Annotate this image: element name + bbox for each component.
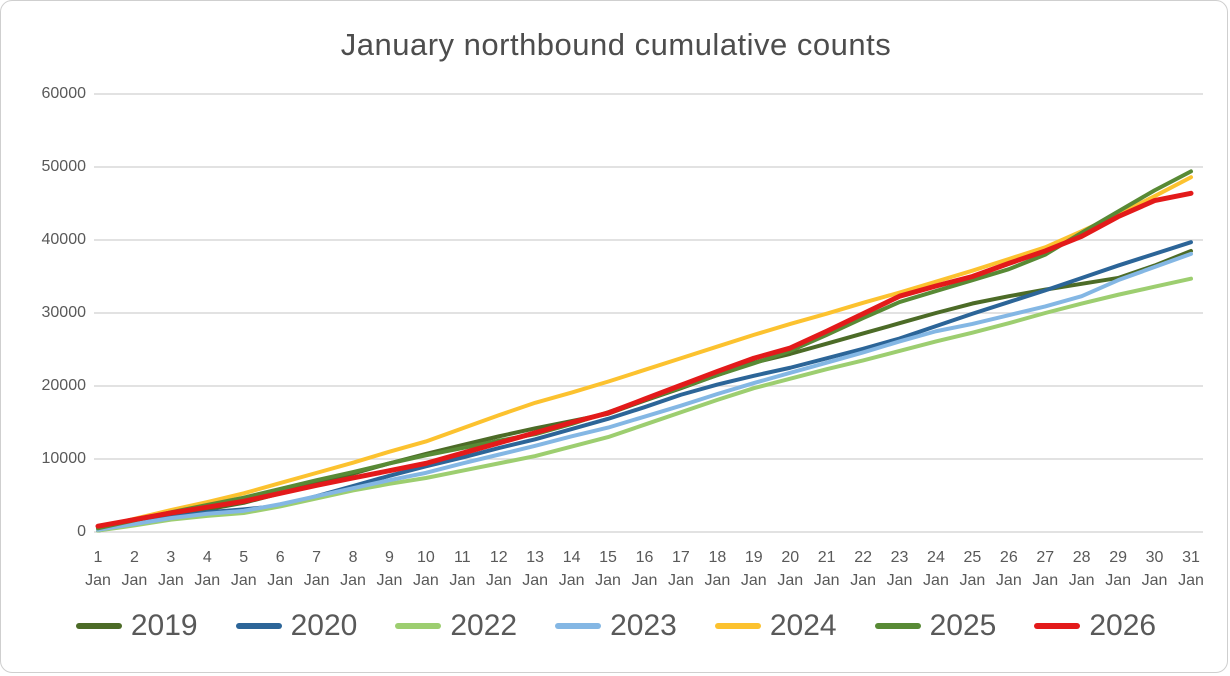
x-tick-label: 21 Jan — [813, 549, 840, 589]
legend-item-2025: 2025 — [874, 609, 997, 643]
x-tick-label: 23 Jan — [886, 549, 913, 589]
legend-swatch-2026 — [1034, 623, 1081, 629]
x-tick-label: 14 Jan — [558, 549, 585, 589]
legend-label: 2026 — [1089, 609, 1157, 642]
legend-item-2022: 2022 — [395, 609, 517, 643]
x-tick-label: 2 Jan — [121, 549, 148, 589]
x-tick-label: 29 Jan — [1105, 549, 1132, 589]
legend-item-2024: 2024 — [714, 609, 837, 643]
x-tick-label: 25 Jan — [959, 549, 986, 589]
x-tick-label: 1 Jan — [85, 549, 111, 589]
y-tick-label: 20000 — [41, 377, 87, 394]
legend-label: 2025 — [929, 609, 997, 642]
legend: 2019 2020 2022 2023 2024 2025 2026 — [1, 609, 1230, 643]
x-tick-label: 10 Jan — [412, 549, 439, 589]
y-tick-label: 10000 — [41, 450, 87, 467]
x-tick-label: 9 Jan — [376, 549, 403, 589]
x-tick-label: 7 Jan — [303, 549, 330, 589]
legend-swatch-2020 — [235, 623, 282, 629]
y-tick-label: 0 — [77, 523, 86, 540]
x-tick-label: 31 Jan — [1178, 549, 1204, 589]
series-line-2025 — [96, 169, 1193, 531]
legend-swatch-2025 — [874, 623, 921, 629]
x-tick-label: 13 Jan — [522, 549, 549, 589]
legend-item-2020: 2020 — [235, 609, 358, 643]
y-tick-label: 30000 — [41, 304, 87, 321]
x-tick-label: 18 Jan — [704, 549, 731, 589]
x-tick-label: 15 Jan — [595, 549, 621, 589]
x-tick-label: 19 Jan — [740, 549, 767, 589]
x-tick-label: 12 Jan — [485, 549, 512, 589]
x-tick-label: 27 Jan — [1032, 549, 1059, 589]
x-tick-label: 5 Jan — [230, 549, 257, 589]
x-tick-label: 3 Jan — [157, 549, 184, 589]
x-tick-label: 11 Jan — [449, 549, 476, 589]
legend-swatch-2019 — [75, 623, 122, 629]
x-tick-label: 28 Jan — [1068, 549, 1095, 589]
series-line-2024 — [96, 175, 1193, 530]
legend-label: 2022 — [450, 609, 518, 642]
legend-label: 2020 — [290, 609, 358, 642]
x-tick-label: 30 Jan — [1141, 549, 1168, 589]
x-tick-label: 17 Jan — [668, 549, 694, 589]
series-line-2023 — [96, 251, 1193, 532]
x-tick-label: 22 Jan — [850, 549, 876, 589]
legend-label: 2024 — [769, 609, 837, 642]
x-tick-label: 16 Jan — [631, 549, 658, 589]
x-tick-label: 20 Jan — [777, 549, 804, 589]
legend-swatch-2024 — [714, 623, 761, 629]
x-tick-label: 24 Jan — [923, 549, 949, 589]
x-tick-label: 8 Jan — [340, 549, 366, 589]
series-line-2026 — [95, 190, 1194, 529]
x-tick-label: 6 Jan — [267, 549, 294, 589]
legend-swatch-2023 — [555, 623, 602, 629]
y-tick-label: 40000 — [41, 231, 87, 248]
series-line-2022 — [96, 276, 1193, 533]
legend-item-2019: 2019 — [75, 609, 198, 643]
legend-item-2026: 2026 — [1034, 609, 1156, 643]
legend-label: 2019 — [130, 609, 198, 642]
chart-title: January northbound cumulative counts — [340, 27, 892, 62]
legend-label: 2023 — [610, 609, 677, 642]
y-tick-label: 50000 — [41, 158, 87, 175]
legend-swatch-2022 — [395, 623, 442, 629]
x-tick-label: 26 Jan — [995, 549, 1022, 589]
legend-item-2023: 2023 — [555, 609, 677, 643]
x-tick-label: 4 Jan — [194, 549, 221, 589]
y-tick-label: 60000 — [41, 85, 87, 102]
